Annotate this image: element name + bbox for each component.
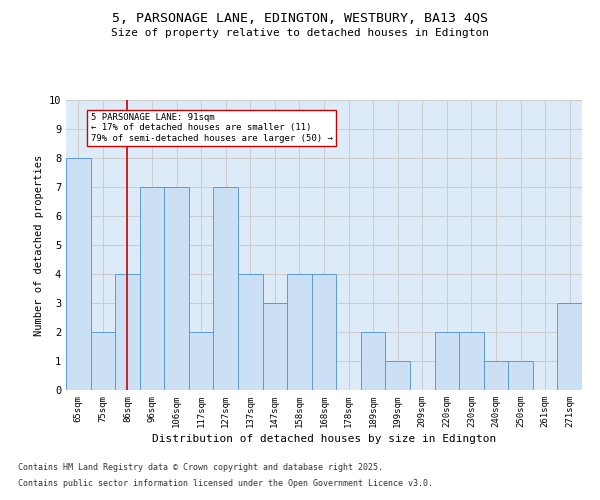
Bar [91, 332, 115, 390]
Bar [115, 274, 140, 390]
Bar [140, 187, 164, 390]
X-axis label: Distribution of detached houses by size in Edington: Distribution of detached houses by size … [152, 434, 496, 444]
Bar [66, 158, 91, 390]
Bar [361, 332, 385, 390]
Text: Contains public sector information licensed under the Open Government Licence v3: Contains public sector information licen… [18, 478, 433, 488]
Bar [214, 187, 238, 390]
Bar [263, 303, 287, 390]
Text: 5, PARSONAGE LANE, EDINGTON, WESTBURY, BA13 4QS: 5, PARSONAGE LANE, EDINGTON, WESTBURY, B… [112, 12, 488, 26]
Text: Contains HM Land Registry data © Crown copyright and database right 2025.: Contains HM Land Registry data © Crown c… [18, 464, 383, 472]
Bar [287, 274, 312, 390]
Bar [164, 187, 189, 390]
Bar [238, 274, 263, 390]
Bar [557, 303, 582, 390]
Text: 5 PARSONAGE LANE: 91sqm
← 17% of detached houses are smaller (11)
79% of semi-de: 5 PARSONAGE LANE: 91sqm ← 17% of detache… [91, 113, 332, 143]
Y-axis label: Number of detached properties: Number of detached properties [34, 154, 44, 336]
Bar [508, 361, 533, 390]
Bar [385, 361, 410, 390]
Text: Size of property relative to detached houses in Edington: Size of property relative to detached ho… [111, 28, 489, 38]
Bar [484, 361, 508, 390]
Bar [434, 332, 459, 390]
Bar [312, 274, 336, 390]
Bar [189, 332, 214, 390]
Bar [459, 332, 484, 390]
